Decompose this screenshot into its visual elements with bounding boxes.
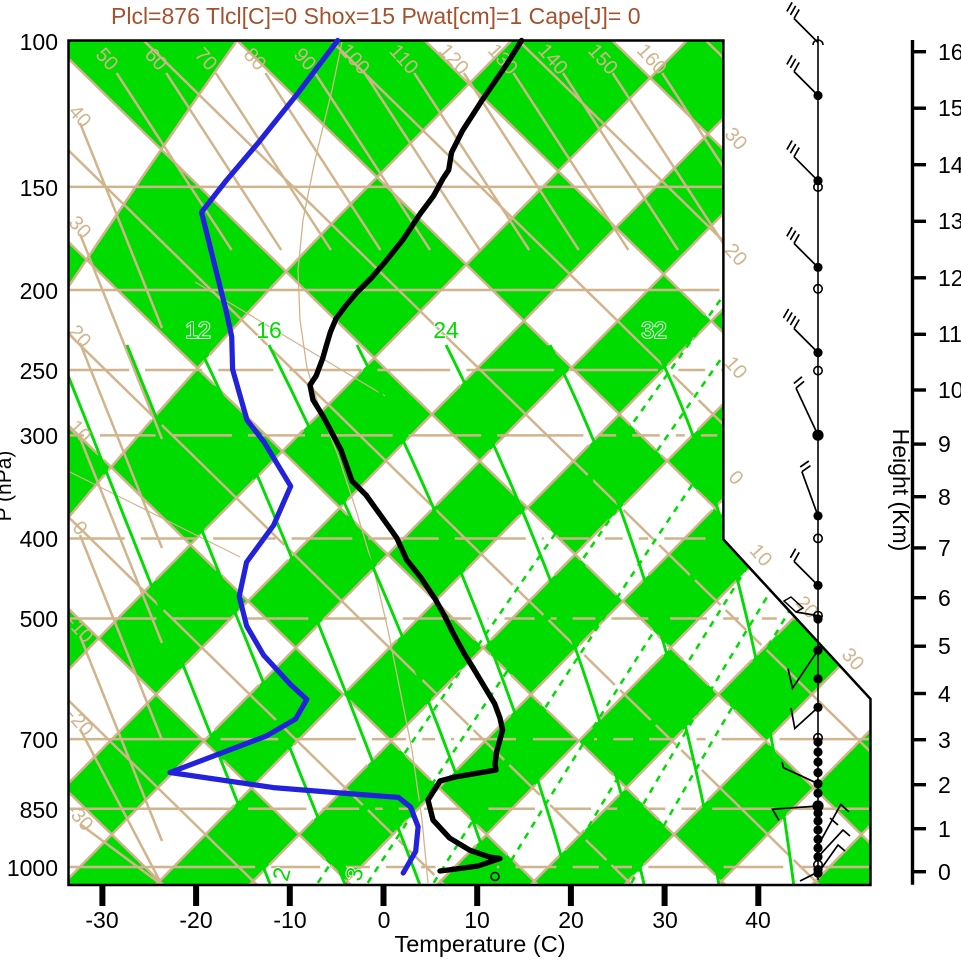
svg-text:11: 11 [938, 321, 961, 347]
svg-text:200: 200 [20, 278, 58, 304]
svg-text:Height (Km): Height (Km) [888, 429, 914, 552]
svg-text:4: 4 [938, 681, 951, 707]
svg-text:8: 8 [938, 484, 951, 510]
svg-text:5: 5 [938, 633, 951, 659]
svg-text:-10: -10 [273, 907, 306, 933]
svg-text:-20: -20 [179, 907, 212, 933]
svg-text:7: 7 [938, 535, 951, 561]
svg-text:1: 1 [938, 816, 951, 842]
svg-text:10: 10 [464, 907, 490, 933]
svg-text:Temperature (C): Temperature (C) [394, 931, 565, 957]
svg-text:0: 0 [938, 859, 951, 885]
svg-text:P (hPa): P (hPa) [0, 451, 16, 522]
svg-text:250: 250 [20, 358, 58, 384]
svg-text:24: 24 [433, 317, 459, 343]
svg-text:3: 3 [938, 727, 951, 753]
svg-text:Plcl=876 Tlcl[C]=0 Shox=15 Pwa: Plcl=876 Tlcl[C]=0 Shox=15 Pwat[cm]=1 Ca… [111, 3, 641, 29]
svg-text:100: 100 [20, 29, 58, 55]
svg-text:6: 6 [938, 585, 951, 611]
svg-text:15: 15 [938, 95, 961, 121]
svg-text:700: 700 [20, 727, 58, 753]
svg-text:13: 13 [938, 208, 961, 234]
svg-text:300: 300 [20, 423, 58, 449]
svg-text:10: 10 [938, 377, 961, 403]
svg-text:32: 32 [641, 317, 667, 343]
svg-text:150: 150 [20, 175, 58, 201]
svg-text:400: 400 [20, 526, 58, 552]
svg-text:0: 0 [378, 907, 391, 933]
svg-text:20: 20 [558, 907, 584, 933]
svg-text:-30: -30 [85, 907, 118, 933]
svg-text:16: 16 [938, 39, 961, 65]
svg-text:2: 2 [938, 772, 951, 798]
svg-text:12: 12 [938, 265, 961, 291]
svg-text:16: 16 [256, 317, 282, 343]
svg-text:1000: 1000 [7, 855, 58, 881]
svg-text:14: 14 [938, 152, 961, 178]
svg-text:40: 40 [745, 907, 771, 933]
svg-text:850: 850 [20, 797, 58, 823]
svg-text:500: 500 [20, 606, 58, 632]
svg-text:30: 30 [652, 907, 678, 933]
svg-text:12: 12 [185, 317, 211, 343]
svg-text:9: 9 [938, 431, 951, 457]
